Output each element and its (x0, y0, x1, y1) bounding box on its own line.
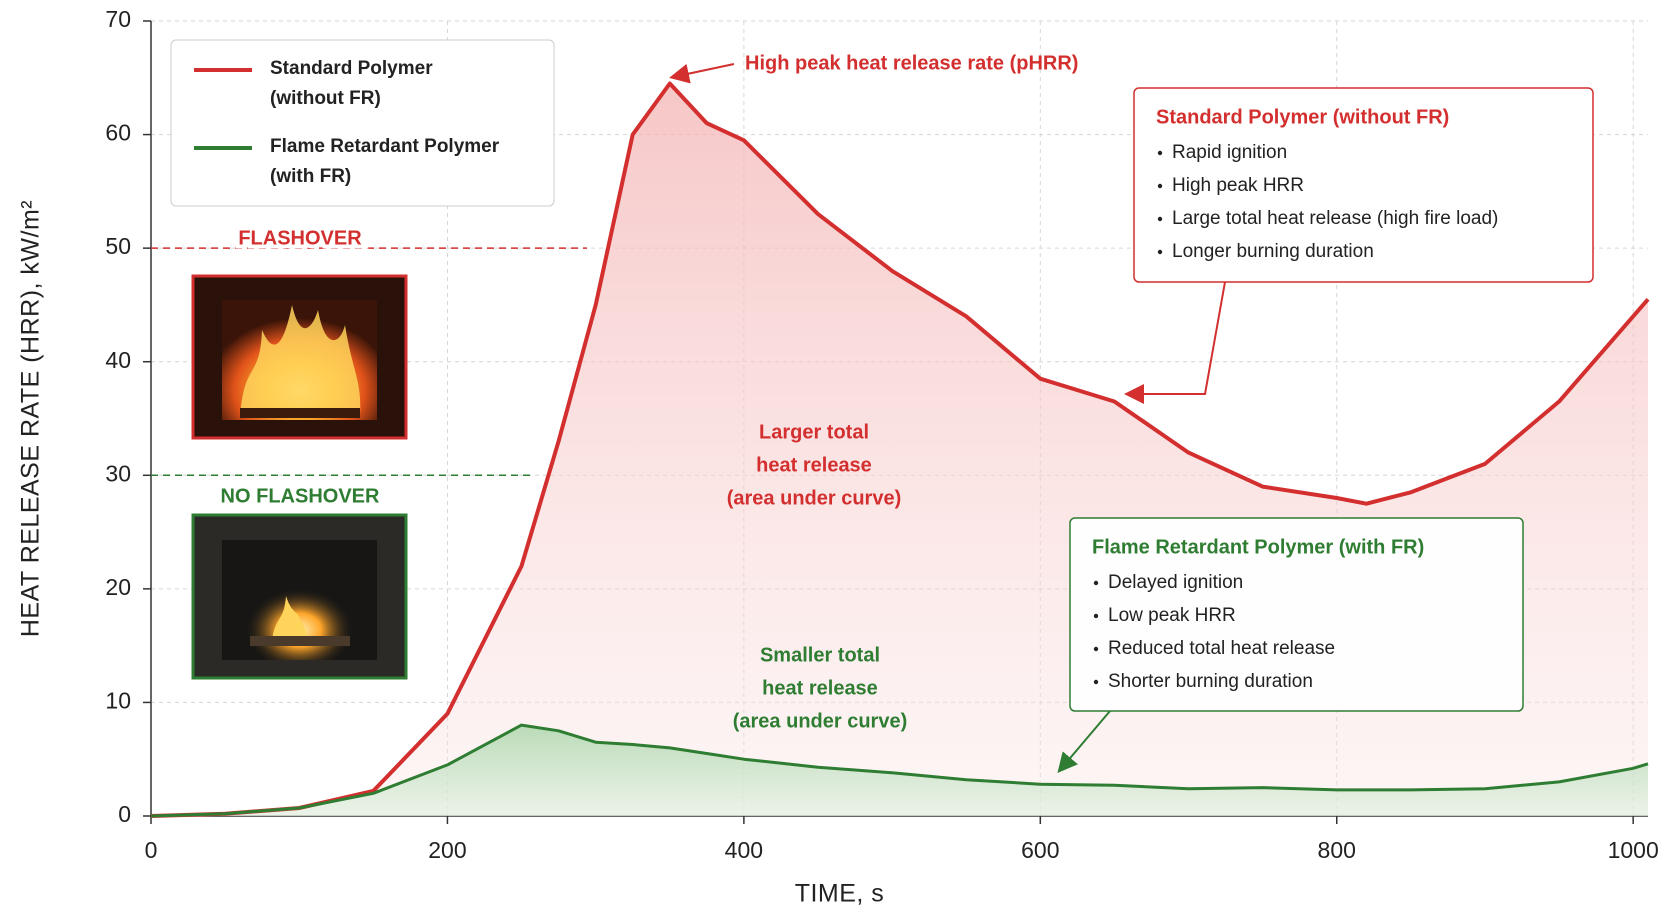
x-axis-title: TIME, s (795, 880, 885, 908)
y-tick-label: 60 (105, 120, 131, 146)
arrow (1057, 710, 1111, 774)
info-box-title: Flame Retardant Polymer (with FR) (1092, 536, 1424, 558)
area (151, 725, 1648, 816)
annotation: Smaller total (760, 644, 880, 666)
bullet (1157, 249, 1163, 255)
x-tick-label: 1000 (1608, 837, 1659, 863)
y-tick-label: 40 (105, 347, 131, 373)
annotation: heat release (756, 454, 872, 476)
y-tick-label: 30 (105, 460, 131, 486)
x-tick-label: 600 (1021, 837, 1059, 863)
info-box-item: Delayed ignition (1108, 572, 1243, 593)
info-box-item: Rapid ignition (1172, 142, 1287, 163)
bullet (1157, 216, 1163, 222)
bullet (1093, 613, 1099, 619)
bullet (1093, 580, 1099, 586)
info-box-item: Low peak HRR (1108, 605, 1236, 626)
x-tick-label: 0 (145, 837, 158, 863)
info-box-item: Longer burning duration (1172, 241, 1374, 262)
legend-label: Standard Polymer (without FR) (270, 58, 433, 109)
y-tick-label: 50 (105, 233, 131, 259)
annotation: heat release (762, 677, 878, 699)
annotation: High peak heat release rate (pHRR) (745, 52, 1078, 74)
y-tick-label: 70 (105, 6, 131, 32)
no-flashover-image (191, 513, 408, 680)
y-tick-label: 0 (118, 801, 131, 827)
y-axis-title: HEAT RELEASE RATE (HRR), kW/m² (17, 200, 45, 637)
threshold-label: NO FLASHOVER (221, 486, 380, 508)
info-box-title: Standard Polymer (without FR) (1156, 106, 1449, 128)
legend-entry: Standard Polymer (without FR) (270, 58, 433, 109)
x-tick-label: 200 (428, 837, 466, 863)
lines (150, 81, 1650, 818)
bullet (1157, 183, 1163, 189)
threshold-label: FLASHOVER (238, 227, 362, 249)
legend-label: Flame Retardant Polymer (with FR) (270, 136, 500, 187)
annotations: FLASHOVER NO FLASHOVER High peak heat rele… (151, 52, 1594, 774)
arrow (1124, 281, 1226, 404)
legend: Standard Polymer (without FR) Flame Retar… (170, 39, 555, 207)
flashover-image (191, 274, 408, 440)
info-box-item: High peak HRR (1172, 175, 1304, 196)
annotation: (area under curve) (727, 487, 902, 509)
annotation: (area under curve) (733, 710, 908, 732)
arrow (669, 63, 735, 84)
bullet (1157, 150, 1163, 156)
annotation: Larger total (759, 421, 869, 443)
info-box-item: Large total heat release (high fire load… (1172, 208, 1498, 229)
y-tick-label: 20 (105, 574, 131, 600)
info-box-item: Reduced total heat release (1108, 638, 1335, 659)
bullet (1093, 679, 1099, 685)
info-box (1133, 87, 1594, 283)
x-tick-label: 400 (725, 837, 763, 863)
bullet (1093, 646, 1099, 652)
legend-entry: Flame Retardant Polymer (with FR) (270, 136, 500, 187)
info-box (1069, 517, 1524, 712)
x-tick-label: 800 (1318, 837, 1356, 863)
y-tick-label: 10 (105, 688, 131, 714)
line (150, 81, 1650, 818)
info-box-item: Shorter burning duration (1108, 671, 1313, 692)
line (150, 723, 1649, 818)
